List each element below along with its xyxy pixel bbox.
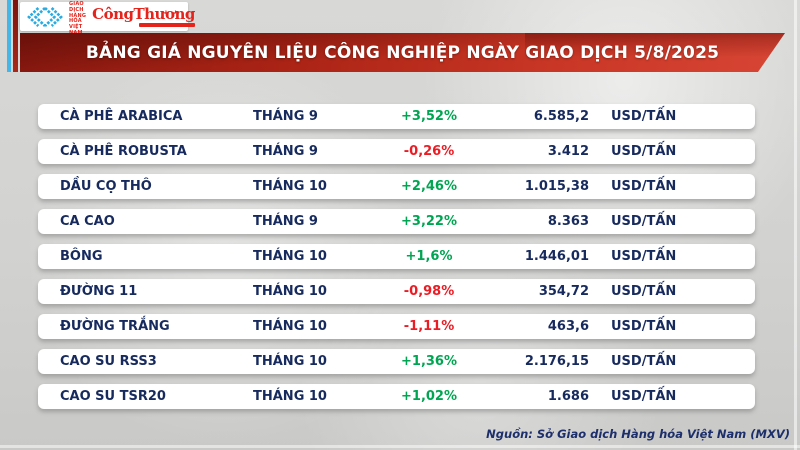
mxv-logo-text: SỞ GIAO DỊCH HÀNG HÓA VIỆT NAM — [69, 0, 87, 36]
price-value: 8.363 — [547, 214, 589, 229]
change-percent: -0,98% — [403, 284, 455, 299]
contract-month: THÁNG 10 — [253, 389, 327, 404]
commodity-name: CAO SU RSS3 — [60, 354, 157, 369]
price-unit: USD/TẤN — [611, 144, 677, 159]
table-row: CAO SU RSS3 THÁNG 10 +1,36% 2.176,15 USD… — [38, 349, 755, 374]
contract-month: THÁNG 10 — [253, 249, 327, 264]
table-row: ĐƯỜNG 11 THÁNG 10 -0,98% 354,72 USD/TẤN — [38, 279, 755, 304]
change-percent: +3,22% — [401, 214, 457, 229]
price-value: 1.015,38 — [524, 179, 589, 194]
contract-month: THÁNG 9 — [253, 144, 318, 159]
commodity-name: CÀ PHÊ ROBUSTA — [60, 144, 187, 159]
contract-month: THÁNG 10 — [253, 284, 327, 299]
price-unit: USD/TẤN — [611, 109, 677, 124]
change-percent: -0,26% — [403, 144, 455, 159]
contract-month: THÁNG 9 — [253, 109, 318, 124]
price-unit: USD/TẤN — [611, 284, 677, 299]
change-percent: -1,11% — [403, 319, 455, 334]
commodity-name: CAO SU TSR20 — [60, 389, 166, 404]
price-value: 2.176,15 — [524, 354, 589, 369]
price-unit: USD/TẤN — [611, 249, 677, 264]
price-unit: USD/TẤN — [611, 179, 677, 194]
commodity-name: ĐƯỜNG TRẮNG — [60, 319, 170, 334]
commodity-name: BÔNG — [60, 249, 103, 264]
logo-box: SỞ GIAO DỊCH HÀNG HÓA VIỆT NAM CôngThươn… — [20, 0, 195, 36]
contract-month: THÁNG 10 — [253, 179, 327, 194]
commodity-name: ĐƯỜNG 11 — [60, 284, 138, 299]
contract-month: THÁNG 9 — [253, 214, 318, 229]
change-percent: +1,36% — [401, 354, 457, 369]
congthuong-tagline-bar — [138, 22, 195, 27]
table-row: CÀ PHÊ ARABICA THÁNG 9 +3,52% 6.585,2 US… — [38, 104, 755, 129]
congthuong-logo-text: CôngThương — [92, 4, 195, 23]
price-value: 463,6 — [547, 319, 589, 334]
table-row: CAO SU TSR20 THÁNG 10 +1,02% 1.686 USD/T… — [38, 384, 755, 409]
table-row: ĐƯỜNG TRẮNG THÁNG 10 -1,11% 463,6 USD/TẤ… — [38, 314, 755, 339]
source-note: Nguồn: Sở Giao dịch Hàng hóa Việt Nam (M… — [486, 427, 790, 441]
contract-month: THÁNG 10 — [253, 319, 327, 334]
table-row: CÀ PHÊ ROBUSTA THÁNG 9 -0,26% 3.412 USD/… — [38, 139, 755, 164]
table-row: DẦU CỌ THÔ THÁNG 10 +2,46% 1.015,38 USD/… — [38, 174, 755, 199]
congthuong-logo: CôngThương — [92, 4, 195, 27]
change-percent: +1,6% — [405, 249, 453, 264]
change-percent: +2,46% — [401, 179, 457, 194]
change-percent: +1,02% — [401, 389, 457, 404]
contract-month: THÁNG 10 — [253, 354, 327, 369]
accent-stripe-maroon — [13, 0, 18, 72]
price-value: 1.686 — [547, 389, 589, 404]
price-unit: USD/TẤN — [611, 389, 677, 404]
commodity-name: CÀ PHÊ ARABICA — [60, 109, 183, 124]
title-banner: BẢNG GIÁ NGUYÊN LIỆU CÔNG NGHIỆP NGÀY GI… — [20, 33, 785, 72]
table-row: CA CAO THÁNG 9 +3,22% 8.363 USD/TẤN — [38, 209, 755, 234]
price-table: CÀ PHÊ ARABICA THÁNG 9 +3,52% 6.585,2 US… — [38, 104, 755, 419]
price-value: 6.585,2 — [533, 109, 589, 124]
accent-stripe-cyan — [7, 0, 11, 72]
price-unit: USD/TẤN — [611, 214, 677, 229]
change-percent: +3,52% — [401, 109, 457, 124]
price-value: 3.412 — [547, 144, 589, 159]
page-title: BẢNG GIÁ NGUYÊN LIỆU CÔNG NGHIỆP NGÀY GI… — [85, 42, 720, 63]
price-value: 354,72 — [538, 284, 589, 299]
price-value: 1.446,01 — [524, 249, 589, 264]
mxv-logo-icon — [27, 6, 63, 27]
table-row: BÔNG THÁNG 10 +1,6% 1.446,01 USD/TẤN — [38, 244, 755, 269]
price-unit: USD/TẤN — [611, 354, 677, 369]
commodity-name: CA CAO — [60, 214, 115, 229]
commodity-name: DẦU CỌ THÔ — [60, 179, 152, 194]
price-unit: USD/TẤN — [611, 319, 677, 334]
